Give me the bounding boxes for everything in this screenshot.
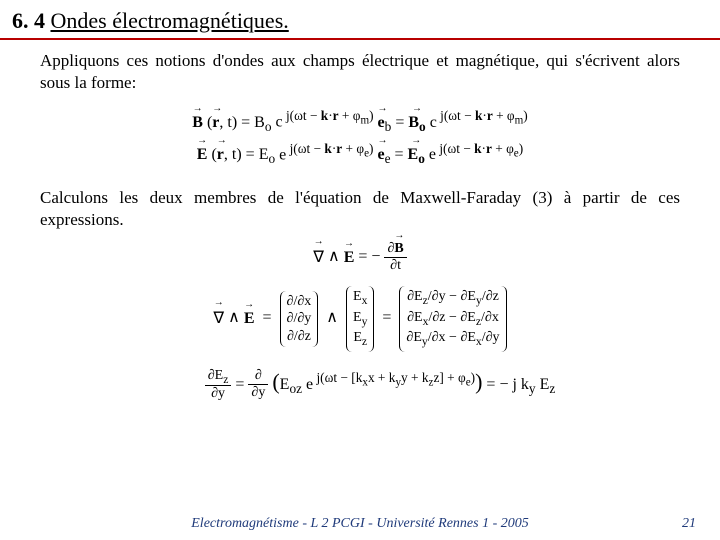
- eq-curl-col2: Ex Ey Ez: [346, 286, 374, 351]
- eq-partial-derivative: ∂Ez ∂y = ∂ ∂y (Eoz e j(ωt − [kxx + kyy +…: [0, 368, 720, 403]
- eq-mf-frac: ∂B ∂t: [384, 241, 406, 274]
- matrix-cell: ∂Ey/∂x − ∂Ex/∂y: [406, 329, 499, 349]
- eq-E-args: (r, t) =: [211, 146, 258, 163]
- eq-partial-lhs: ∂Ez ∂y: [205, 368, 232, 403]
- eq-mf-eq: =: [358, 249, 371, 266]
- eq-B-args: (r, t) =: [207, 114, 254, 131]
- eq-E-exp: j(ωt − k·r + φe): [286, 141, 373, 156]
- matrix-cell: Ez: [353, 329, 367, 349]
- eq-curl-col3: ∂Ez/∂y − ∂Ey/∂z ∂Ex/∂z − ∂Ez/∂x ∂Ey/∂x −…: [399, 286, 506, 351]
- eq-partial-inner: Eoz e j(ωt − [kxx + kyy + kzz] + φe): [280, 376, 475, 393]
- matrix-cell: ∂Ez/∂y − ∂Ey/∂z: [406, 288, 499, 308]
- matrix-cell: ∂Ex/∂z − ∂Ez/∂x: [406, 309, 499, 329]
- matrix-cell: Ey: [353, 309, 367, 329]
- eq-mf-num: ∂B: [384, 241, 406, 258]
- eq-mf-sign: −: [371, 249, 380, 266]
- eq-partial-mid: ∂ ∂y: [248, 368, 268, 401]
- eq-E-eq2: = Eo e j(ωt − k·r + φe): [395, 146, 524, 163]
- matrix-cell: ∂/∂y: [287, 310, 312, 328]
- footer-page-number: 21: [682, 516, 696, 532]
- equations-E-row: E (r, t) = Eo e j(ωt − k·r + φe) ee = Eo…: [0, 141, 720, 168]
- matrix-cell: ∂/∂z: [287, 328, 312, 346]
- intro-paragraph: Appliquons ces notions d'ondes aux champ…: [0, 40, 720, 100]
- eq-curl-col1: ∂/∂x ∂/∂y ∂/∂z: [280, 291, 319, 348]
- eq-curl-E: E: [244, 310, 255, 327]
- eq-partial-midden: ∂y: [248, 385, 268, 401]
- wedge-op: ∧: [328, 249, 344, 266]
- eq-B-coef: Bo: [254, 114, 271, 131]
- matrix-cell: Ex: [353, 288, 367, 308]
- eq-E-sym: E: [197, 146, 208, 163]
- section-title: 6. 4 Ondes électromagnétiques.: [0, 0, 720, 40]
- equations-B-E: B (r, t) = Bo c j(ωt − k·r + φm) eb = Bo…: [0, 108, 720, 135]
- eq-partial-paren-close: ): [475, 369, 482, 394]
- eq-curl-expansion: ∇ ∧ E = ∂/∂x ∂/∂y ∂/∂z ∧ Ex Ey Ez = ∂Ez/…: [0, 286, 720, 351]
- eq-partial-midnum: ∂: [248, 368, 268, 385]
- eq-maxwell-faraday: ∇ ∧ E = − ∂B ∂t: [0, 241, 720, 274]
- nabla-icon-2: ∇: [213, 308, 224, 328]
- eq-B-full: B (r, t) = Bo c j(ωt − k·r + φm) eb = Bo…: [192, 108, 527, 135]
- footer-text: Electromagnétisme - L 2 PCGI - Universit…: [0, 516, 720, 532]
- matrix-cell: ∂/∂x: [287, 293, 312, 311]
- eq-curl-eq2: =: [378, 310, 399, 327]
- wedge-op-2: ∧: [228, 310, 244, 327]
- footer: Electromagnétisme - L 2 PCGI - Universit…: [0, 516, 720, 532]
- eq-mf-E: E: [344, 249, 355, 266]
- section-label: Ondes électromagnétiques.: [51, 8, 289, 33]
- eq-B-op: c: [276, 114, 283, 131]
- paragraph-2: Calculons les deux membres de l'équation…: [0, 169, 720, 237]
- eq-partial-paren: (: [272, 369, 279, 394]
- section-number: 6. 4: [12, 8, 45, 33]
- eq-B-exp: j(ωt − k·r + φm): [283, 108, 374, 123]
- eq-B-unit: eb: [378, 114, 392, 131]
- eq-partial-eq1: =: [235, 376, 248, 393]
- eq-E-full: E (r, t) = Eo e j(ωt − k·r + φe) ee = Eo…: [197, 141, 523, 168]
- eq-E-unit: ee: [377, 146, 390, 163]
- eq-partial-rhs: = − j ky Ez: [486, 376, 555, 393]
- eq-B-eq2: = Bo c j(ωt − k·r + φm): [395, 114, 527, 131]
- eq-mf-den: ∂t: [384, 258, 406, 274]
- eq-partial-den: ∂y: [205, 386, 232, 402]
- eq-B-sym: B: [192, 114, 203, 131]
- eq-E-coef: Eo: [259, 146, 275, 163]
- wedge-op-3: ∧: [322, 310, 346, 327]
- nabla-icon: ∇: [313, 247, 324, 267]
- eq-partial-num: ∂Ez: [205, 368, 232, 387]
- eq-curl-eq1: =: [259, 310, 280, 327]
